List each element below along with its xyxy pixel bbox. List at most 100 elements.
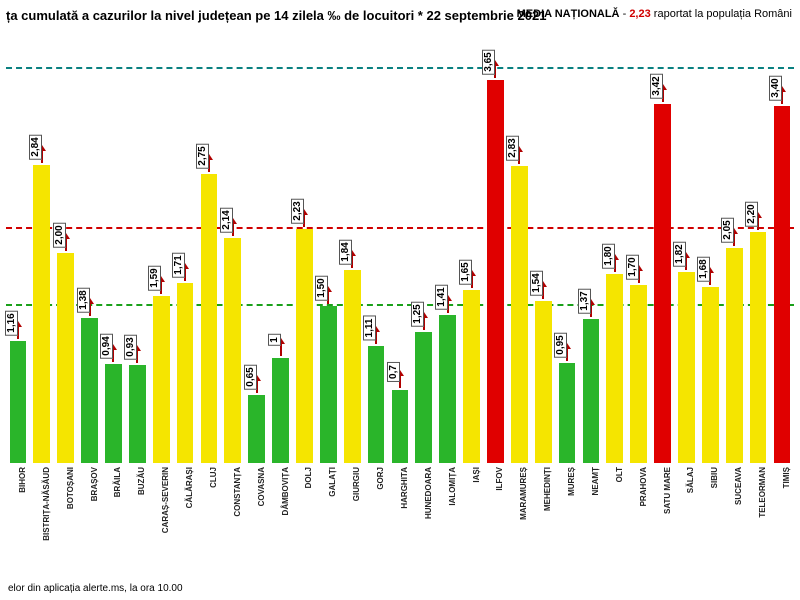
bar-wrap: 1,65 xyxy=(460,43,484,463)
bar: 1,54 xyxy=(535,301,552,463)
bar: 1 xyxy=(272,358,289,463)
bar: 0,95 xyxy=(559,363,576,463)
x-axis-label: Ilfov xyxy=(484,463,508,543)
bar-value-label: 2,20 xyxy=(745,201,758,226)
x-axis-label: Gorj xyxy=(364,463,388,543)
x-axis-label: Bistrița-Năsăud xyxy=(30,463,54,543)
bar: 1,70 xyxy=(630,285,647,464)
bar-wrap: 1,54 xyxy=(531,43,555,463)
bar: 1,71 xyxy=(177,283,194,463)
bar-wrap: 2,84 xyxy=(30,43,54,463)
x-axis-label: Brăila xyxy=(102,463,126,543)
bar-value-label: 2,14 xyxy=(220,208,233,233)
bar-value-label: 1,68 xyxy=(697,256,710,281)
bar-value-label: 1,37 xyxy=(578,288,591,313)
x-axis-label: Caraș-Severin xyxy=(149,463,173,543)
bar: 2,84 xyxy=(33,165,50,463)
bar-value-label: 0,95 xyxy=(554,333,567,358)
bar-value-label: 1,59 xyxy=(148,265,161,290)
bar: 2,75 xyxy=(201,174,218,463)
bar-wrap: 2,14 xyxy=(221,43,245,463)
bar: 2,83 xyxy=(511,166,528,463)
footer-note: elor din aplicația alerte.ms, la ora 10.… xyxy=(8,583,183,594)
bar-value-label: 1,16 xyxy=(5,310,18,335)
bar-value-label: 1,11 xyxy=(363,316,376,341)
bar-value-label: 0,65 xyxy=(244,364,257,389)
bar: 2,00 xyxy=(57,253,74,463)
bar: 2,23 xyxy=(296,229,313,463)
x-axis-label: Harghita xyxy=(388,463,412,543)
x-axis-label: Dolj xyxy=(293,463,317,543)
bar-value-label: 1,84 xyxy=(339,239,352,264)
bar-wrap: 1,70 xyxy=(627,43,651,463)
bar: 1,16 xyxy=(10,341,27,463)
x-axis-label: Teleorman xyxy=(746,463,770,543)
bar-value-label: 2,05 xyxy=(721,217,734,242)
x-axis-label: Sibiu xyxy=(698,463,722,543)
x-axis-labels: BihorBistrița-NăsăudBotoșaniBrașovBrăila… xyxy=(6,463,794,543)
x-axis-label: Neamț xyxy=(579,463,603,543)
bar-value-label: 0,94 xyxy=(100,334,113,359)
bar: 0,7 xyxy=(392,390,409,464)
bar: 2,20 xyxy=(750,232,767,463)
bar-wrap: 2,75 xyxy=(197,43,221,463)
x-axis-label: Bihor xyxy=(6,463,30,543)
x-axis-label: Covasna xyxy=(245,463,269,543)
bar-wrap: 3,40 xyxy=(770,43,794,463)
x-axis-label: Călărași xyxy=(173,463,197,543)
bar-wrap: 0,95 xyxy=(555,43,579,463)
x-axis-label: Maramureș xyxy=(507,463,531,543)
x-axis-label: Constanța xyxy=(221,463,245,543)
bar: 0,94 xyxy=(105,364,122,463)
bar-wrap: 3,65 xyxy=(484,43,508,463)
bar-wrap: 1,38 xyxy=(78,43,102,463)
media-value: 2,23 xyxy=(629,8,650,20)
bar-value-label: 1,38 xyxy=(77,287,90,312)
bar-wrap: 1,80 xyxy=(603,43,627,463)
bar-wrap: 0,94 xyxy=(102,43,126,463)
bar: 1,68 xyxy=(702,287,719,463)
chart-area: 1,162,842,001,380,940,931,591,712,752,14… xyxy=(6,43,794,543)
x-axis-label: Mehedinți xyxy=(531,463,555,543)
x-axis-label: Timiș xyxy=(770,463,794,543)
bar-wrap: 1,71 xyxy=(173,43,197,463)
bar-wrap: 2,00 xyxy=(54,43,78,463)
bar: 0,93 xyxy=(129,365,146,463)
bar-value-label: 2,23 xyxy=(291,198,304,223)
plot-area: 1,162,842,001,380,940,931,591,712,752,14… xyxy=(6,43,794,463)
x-axis-label: Giurgiu xyxy=(340,463,364,543)
bar-wrap: 0,93 xyxy=(125,43,149,463)
media-suffix: raportat la populația Români xyxy=(654,8,792,20)
x-axis-label: Sălaj xyxy=(675,463,699,543)
x-axis-label: Hunedoara xyxy=(412,463,436,543)
bar-value-label: 3,65 xyxy=(482,49,495,74)
chart-container: ța cumulată a cazurilor la nivel județea… xyxy=(0,0,800,600)
x-axis-label: Ialomița xyxy=(436,463,460,543)
bar-wrap: 2,05 xyxy=(722,43,746,463)
bar-wrap: 1,59 xyxy=(149,43,173,463)
bar-wrap: 2,20 xyxy=(746,43,770,463)
bar: 1,80 xyxy=(606,274,623,463)
bar-wrap: 1,25 xyxy=(412,43,436,463)
x-axis-label: Mureș xyxy=(555,463,579,543)
bar: 1,65 xyxy=(463,290,480,463)
bar-value-label: 1,41 xyxy=(435,284,448,309)
bar: 1,41 xyxy=(439,315,456,463)
bar-value-label: 1,65 xyxy=(459,259,472,284)
bar: 2,14 xyxy=(224,238,241,463)
national-average-label: MEDIA NAȚIONALĂ - 2,23 raportat la popul… xyxy=(517,8,792,20)
bar-wrap: 2,23 xyxy=(293,43,317,463)
bar-value-label: 0,7 xyxy=(387,362,400,382)
bar-wrap: 1,82 xyxy=(675,43,699,463)
x-axis-label: Brașov xyxy=(78,463,102,543)
bar: 1,11 xyxy=(368,346,385,463)
x-axis-label: Suceava xyxy=(722,463,746,543)
bar: 1,50 xyxy=(320,306,337,464)
bar-wrap: 1,37 xyxy=(579,43,603,463)
bar: 1,82 xyxy=(678,272,695,463)
bar-value-label: 1,25 xyxy=(411,301,424,326)
bar: 1,37 xyxy=(583,319,600,463)
bar-value-label: 1,80 xyxy=(602,243,615,268)
bar-wrap: 1,16 xyxy=(6,43,30,463)
x-axis-label: Satu Mare xyxy=(651,463,675,543)
